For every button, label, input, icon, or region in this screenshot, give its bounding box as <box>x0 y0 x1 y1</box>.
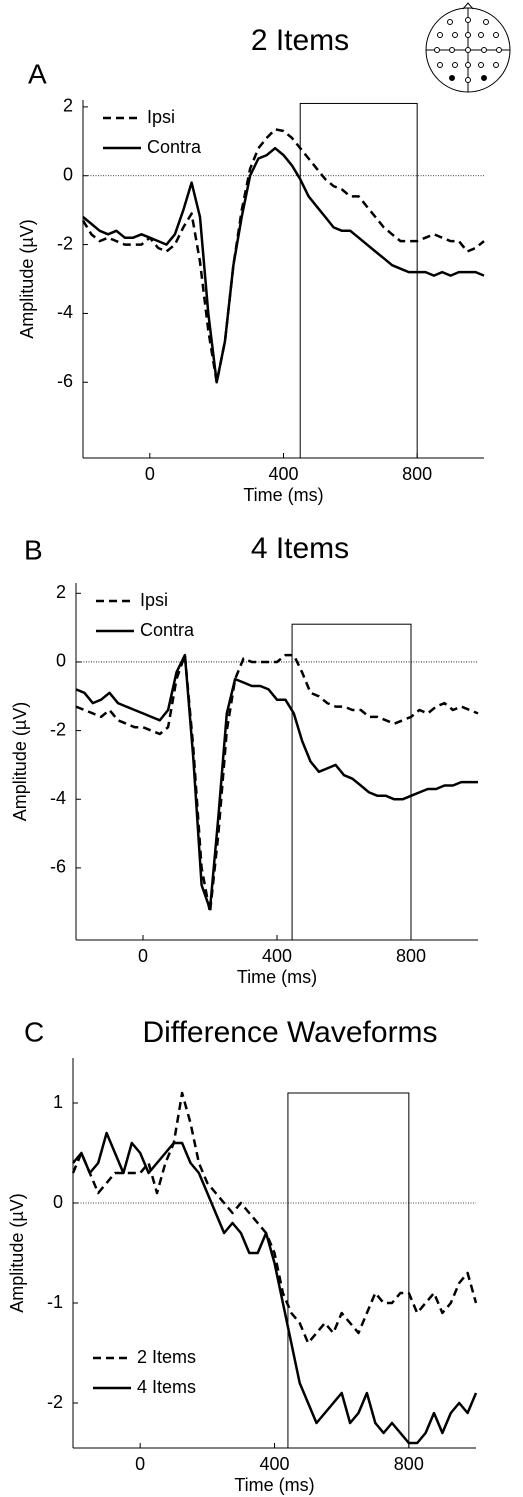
series-line <box>72 1131 478 1445</box>
series-line <box>82 146 485 384</box>
x-tick-label: 800 <box>396 946 426 966</box>
panel: C Difference Waveforms Amplitude (µV) Time … <box>7 1016 478 1495</box>
legend-label: Contra <box>147 137 202 157</box>
x-tick-label: 800 <box>394 1454 424 1474</box>
time-window <box>299 102 418 459</box>
y-tick-label: -4 <box>57 302 73 322</box>
x-tick-label: 400 <box>259 1454 289 1474</box>
chart-title: Difference Waveforms <box>142 1016 437 1049</box>
y-tick-label: -4 <box>50 788 66 808</box>
x-axis-label: Time (ms) <box>237 967 317 987</box>
y-tick-label: 0 <box>53 1192 63 1212</box>
y-tick-label: -6 <box>57 371 73 391</box>
x-axis-label: Time (ms) <box>234 1475 314 1495</box>
time-window <box>291 623 412 941</box>
panel-letter: B <box>24 534 43 565</box>
legend-label: Ipsi <box>140 590 168 610</box>
panel: B 4 Items Amplitude (µV) Time (ms) 2 0 -2 -4 -6 0… <box>10 532 479 987</box>
y-tick-label: -1 <box>47 1292 63 1312</box>
x-tick-label: 0 <box>138 946 148 966</box>
y-tick-label: 2 <box>63 96 73 116</box>
y-axis-label: Amplitude (µV) <box>17 219 37 338</box>
x-axis-label: Time (ms) <box>243 485 323 505</box>
x-tick-label: 400 <box>268 464 298 484</box>
y-axis-label: Amplitude (µV) <box>10 702 30 821</box>
y-tick-label: 0 <box>56 651 66 671</box>
y-tick-label: -6 <box>50 857 66 877</box>
x-tick-label: 0 <box>135 1454 145 1474</box>
y-tick-label: 2 <box>56 582 66 602</box>
x-tick-label: 0 <box>145 464 155 484</box>
legend-label: Contra <box>140 620 195 640</box>
series-line <box>75 653 479 914</box>
y-tick-label: -2 <box>57 233 73 253</box>
chart-title: 4 Items <box>251 532 349 565</box>
y-tick-label: 0 <box>63 164 73 184</box>
x-tick-label: 400 <box>262 946 292 966</box>
time-window <box>287 1092 410 1449</box>
x-tick-label: 800 <box>402 464 432 484</box>
series-line <box>75 653 478 911</box>
y-axis-label: Amplitude (µV) <box>7 1193 27 1312</box>
chart-title: 2 Items <box>251 24 349 57</box>
legend-label: 4 Items <box>137 1377 196 1397</box>
series-line <box>71 1091 478 1345</box>
panel: A 2 Items Amplitude (µV) Time (ms) 2 0 -2 -4 -6 0… <box>17 24 485 505</box>
panel-letter: A <box>28 58 47 89</box>
legend-label: Ipsi <box>147 107 175 127</box>
y-tick-label: -2 <box>47 1392 63 1412</box>
y-tick-label: 1 <box>53 1092 63 1112</box>
electrode-map <box>425 2 511 93</box>
legend-label: 2 Items <box>137 1347 196 1367</box>
series-line <box>81 128 485 384</box>
panel-letter: C <box>24 1016 44 1047</box>
y-tick-label: -2 <box>50 719 66 739</box>
